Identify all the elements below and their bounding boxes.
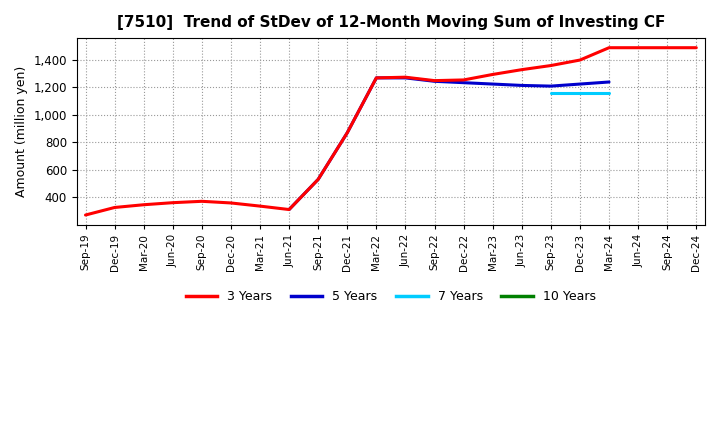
5 Years xyxy=(605,79,613,84)
5 Years xyxy=(575,81,584,87)
3 Years xyxy=(605,45,613,50)
7 Years xyxy=(605,90,613,95)
5 Years xyxy=(430,79,438,84)
3 Years xyxy=(634,45,642,50)
3 Years xyxy=(401,74,410,80)
Legend: 3 Years, 5 Years, 7 Years, 10 Years: 3 Years, 5 Years, 7 Years, 10 Years xyxy=(181,285,600,308)
3 Years xyxy=(285,207,294,212)
3 Years xyxy=(197,199,206,204)
3 Years xyxy=(372,75,381,81)
3 Years xyxy=(227,200,235,205)
Title: [7510]  Trend of StDev of 12-Month Moving Sum of Investing CF: [7510] Trend of StDev of 12-Month Moving… xyxy=(117,15,665,30)
3 Years xyxy=(140,202,148,207)
3 Years xyxy=(430,78,438,83)
3 Years xyxy=(110,205,119,210)
3 Years xyxy=(663,45,672,50)
5 Years xyxy=(285,207,294,212)
7 Years xyxy=(575,90,584,95)
Y-axis label: Amount (million yen): Amount (million yen) xyxy=(15,66,28,197)
Line: 3 Years: 3 Years xyxy=(86,48,696,215)
3 Years xyxy=(168,200,177,205)
5 Years xyxy=(343,130,351,136)
7 Years xyxy=(546,90,555,95)
5 Years xyxy=(314,177,323,182)
5 Years xyxy=(459,80,468,85)
3 Years xyxy=(488,72,497,77)
3 Years xyxy=(81,213,90,218)
3 Years xyxy=(256,203,264,209)
5 Years xyxy=(372,75,381,81)
3 Years xyxy=(459,77,468,83)
5 Years xyxy=(518,83,526,88)
3 Years xyxy=(575,57,584,62)
3 Years xyxy=(343,130,351,136)
Line: 5 Years: 5 Years xyxy=(289,78,609,209)
3 Years xyxy=(692,45,701,50)
5 Years xyxy=(488,81,497,87)
5 Years xyxy=(401,75,410,81)
3 Years xyxy=(518,67,526,72)
3 Years xyxy=(314,177,323,182)
5 Years xyxy=(546,84,555,89)
3 Years xyxy=(546,63,555,68)
